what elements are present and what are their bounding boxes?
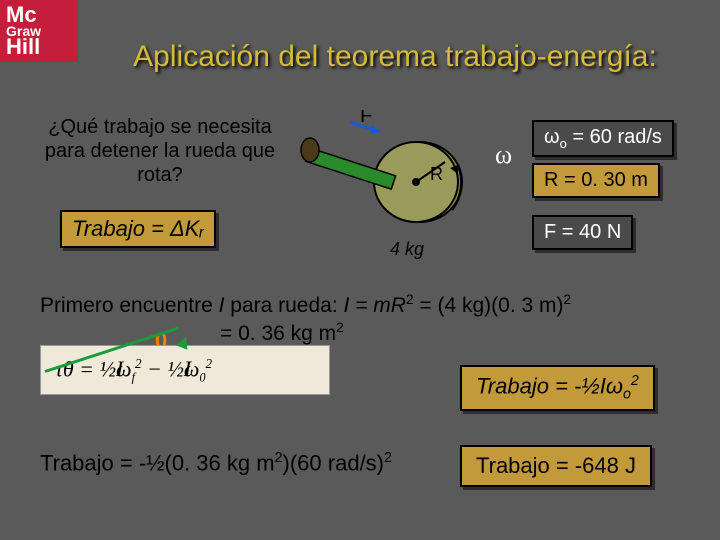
t: o bbox=[623, 387, 631, 403]
omega-symbol: ω bbox=[495, 140, 512, 170]
work-equation: Trabajo = ΔKᵣ bbox=[72, 216, 204, 241]
omega0-box: ωo = 60 rad/s bbox=[532, 120, 674, 157]
inertia-calc-line: Primero encuentre I para rueda: I = mR2 … bbox=[40, 292, 571, 318]
t: Trabajo = -½Iω bbox=[476, 373, 623, 398]
t: 2 bbox=[275, 450, 283, 466]
t: 2 bbox=[406, 292, 414, 307]
t: 2 bbox=[631, 373, 639, 389]
t: )(60 rad/s) bbox=[283, 450, 384, 475]
omega0-sub: o bbox=[560, 136, 567, 151]
t: I = mR bbox=[344, 294, 406, 317]
omega0-txt: = 60 rad/s bbox=[567, 126, 662, 148]
t: = (4 kg)(0. 3 m) bbox=[414, 294, 564, 317]
force-value-box: F = 40 N bbox=[532, 215, 633, 250]
work-formula-box: Trabajo = -½Iωo2 bbox=[460, 365, 655, 411]
t: Primero encuentre bbox=[40, 294, 219, 317]
force-label: F bbox=[360, 110, 372, 127]
omega0-sym: ω bbox=[544, 126, 560, 148]
t: 2 bbox=[384, 450, 392, 466]
t: Trabajo = -½(0. 36 kg m bbox=[40, 450, 275, 475]
inertia-result-line: = 0. 36 kg m2 bbox=[220, 320, 344, 346]
mass-label: 4 kg bbox=[390, 239, 424, 259]
t: para rueda: bbox=[224, 294, 343, 317]
energy-equation-box: τθ = ½Iωf2 − ½Iω02 bbox=[40, 345, 330, 395]
work-equation-box: Trabajo = ΔKᵣ bbox=[60, 210, 216, 248]
t: 2 bbox=[564, 292, 572, 307]
work-substitution-line: Trabajo = -½(0. 36 kg m2)(60 rad/s)2 bbox=[40, 450, 392, 476]
wheel-diagram: R F 4 kg bbox=[290, 110, 490, 270]
logo-line-3: Hill bbox=[6, 36, 72, 58]
slide-title: Aplicación del teorema trabajo-energía: bbox=[90, 40, 700, 74]
final-answer-box: Trabajo = -648 J bbox=[460, 445, 652, 487]
radius-value-box: R = 0. 30 m bbox=[532, 163, 660, 198]
publisher-logo: Mc Graw Hill bbox=[0, 0, 78, 62]
t: 2 bbox=[336, 320, 344, 335]
radius-label: R bbox=[430, 164, 443, 184]
t: = 0. 36 kg m bbox=[220, 322, 336, 345]
question-text: ¿Qué trabajo se necesita para detener la… bbox=[40, 115, 280, 187]
